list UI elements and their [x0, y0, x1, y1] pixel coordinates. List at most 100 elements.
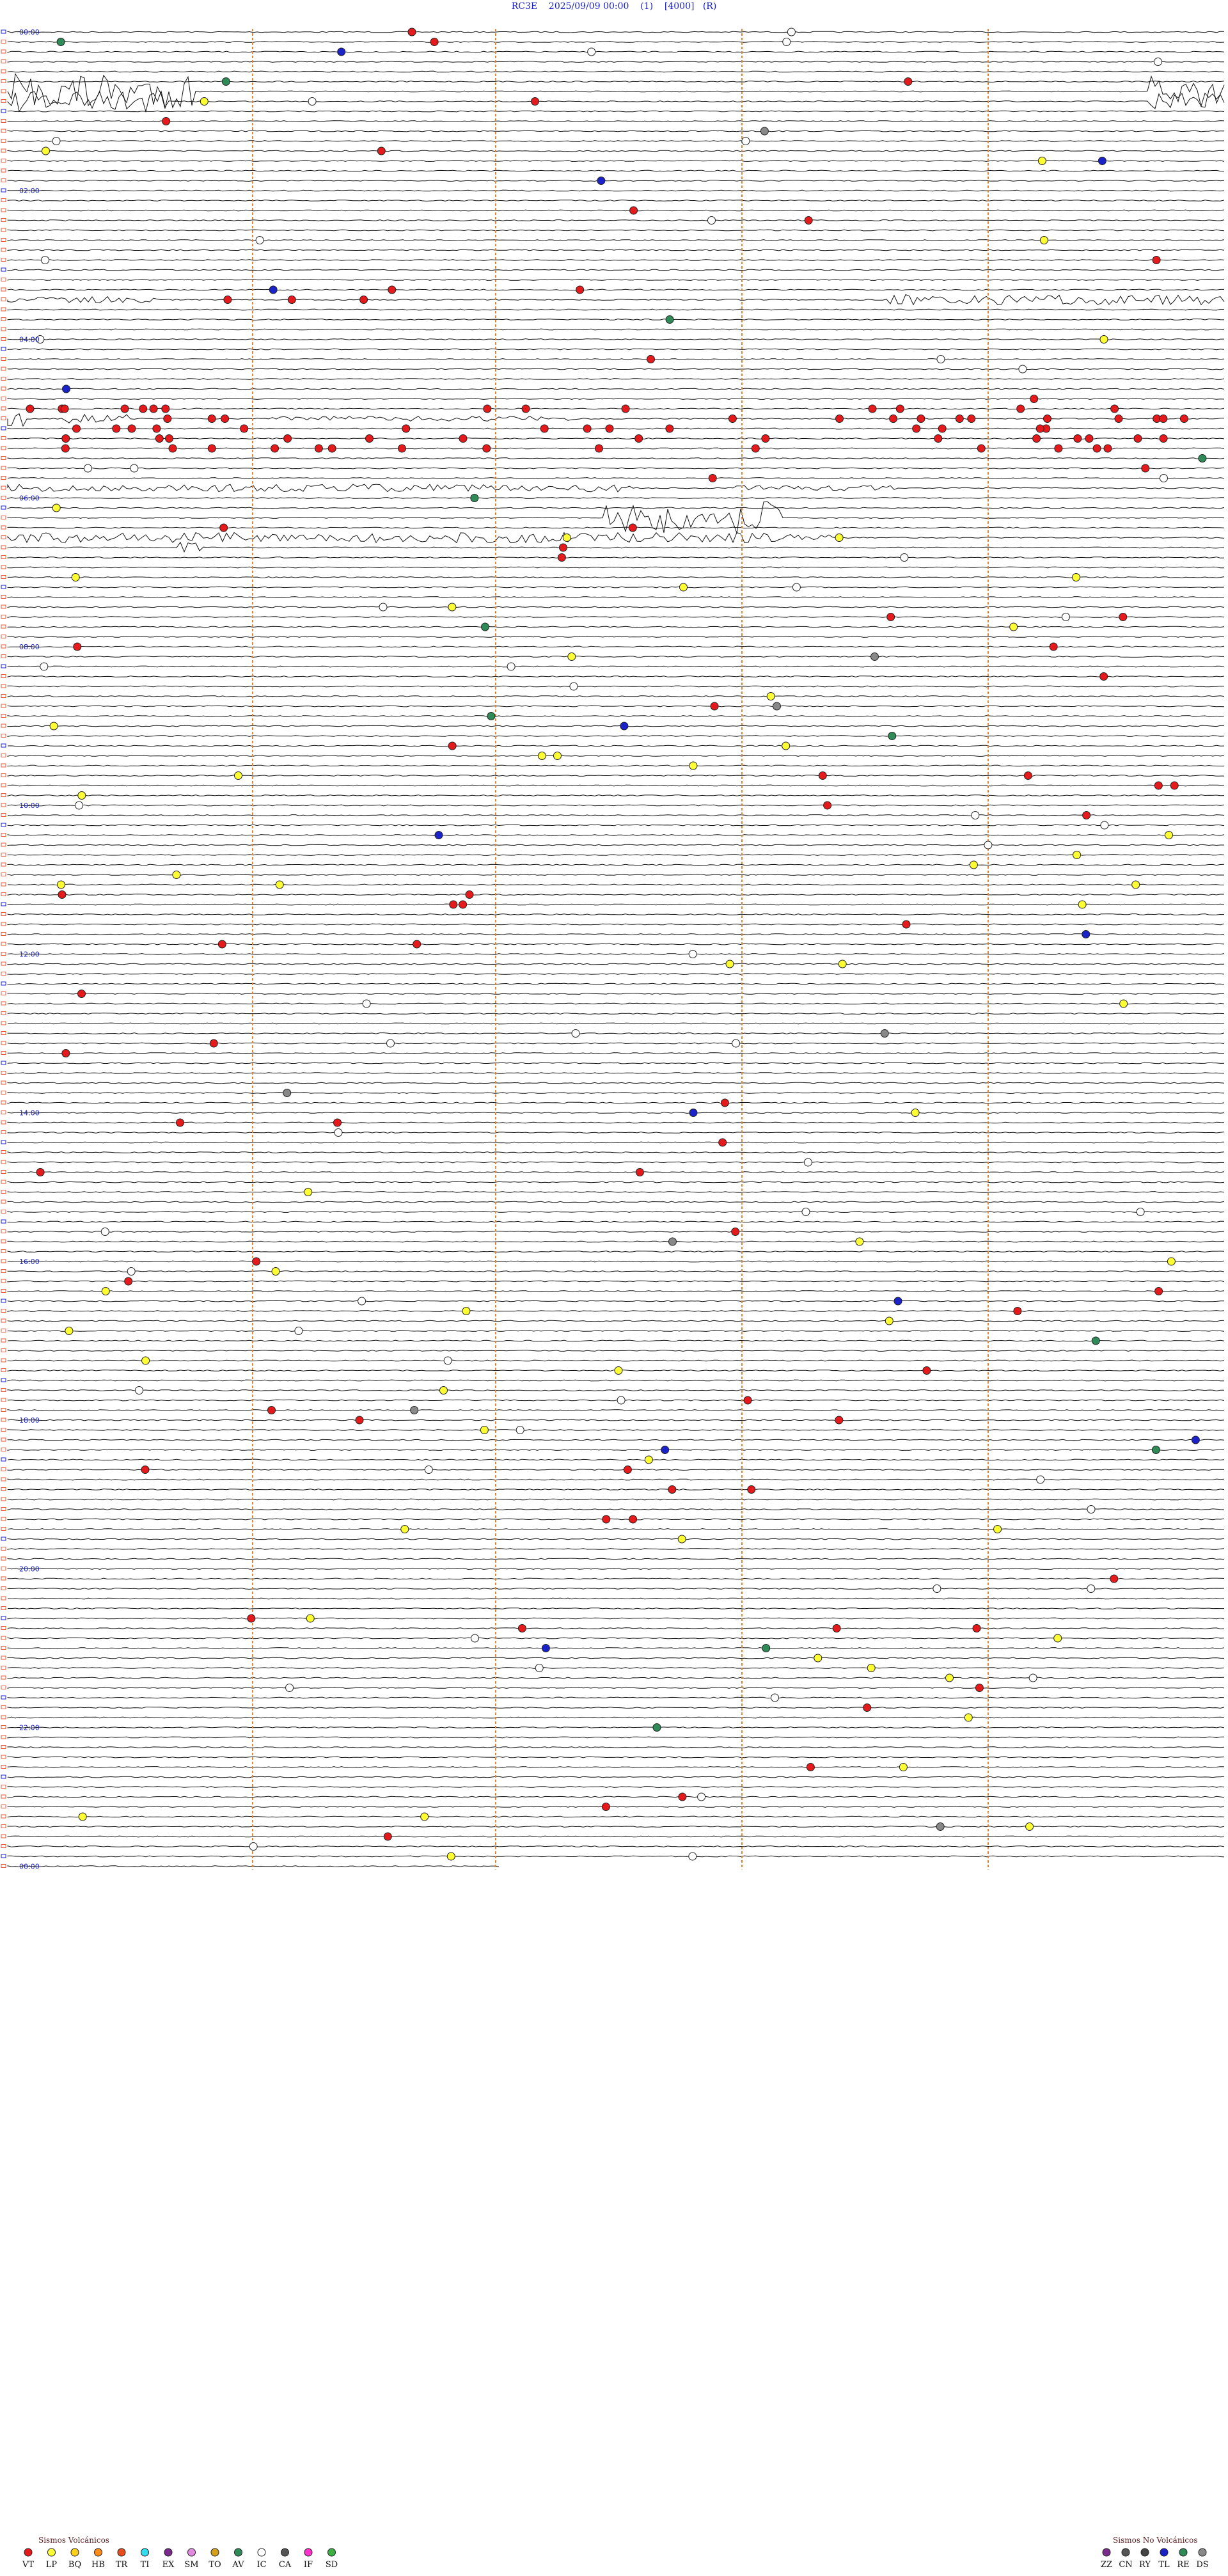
event-marker	[430, 38, 439, 46]
event-marker	[449, 900, 458, 909]
trace-row	[7, 645, 1225, 648]
event-marker	[443, 1356, 452, 1365]
row-start-marker	[1, 1467, 6, 1471]
trace-row	[7, 1201, 1225, 1203]
event-marker	[975, 1684, 984, 1692]
trace-row	[7, 894, 1225, 896]
event-marker	[75, 801, 84, 810]
event-marker	[1110, 404, 1119, 413]
trace-row	[7, 160, 1225, 162]
event-marker	[127, 1267, 136, 1276]
event-marker	[889, 415, 898, 423]
row-start-marker	[1, 1517, 6, 1521]
trace-row	[7, 1478, 1225, 1481]
trace-row	[7, 814, 1225, 816]
event-marker	[955, 415, 964, 423]
trace-row	[7, 1370, 1225, 1371]
trace-row	[7, 407, 1225, 410]
event-marker	[1110, 1574, 1119, 1583]
trace-row	[7, 973, 1225, 975]
trace-row	[7, 338, 1224, 340]
trace-row	[7, 358, 1225, 360]
row-start-marker	[1, 1120, 6, 1125]
event-marker	[689, 761, 698, 770]
trace-row	[7, 209, 1225, 212]
event-marker	[124, 1277, 133, 1286]
trace-row	[7, 1469, 1225, 1471]
row-start-marker	[1, 1636, 6, 1640]
event-marker	[207, 415, 216, 423]
event-marker	[1154, 58, 1162, 66]
row-start-marker	[1, 1725, 6, 1729]
hour-label: 16:00	[19, 1258, 40, 1266]
event-marker	[1133, 434, 1142, 443]
row-start-marker	[1, 1269, 6, 1273]
row-start-marker	[1, 961, 6, 966]
event-marker	[221, 77, 230, 86]
row-start-marker	[1, 1606, 6, 1610]
event-marker	[635, 1168, 644, 1176]
event-marker	[209, 1039, 218, 1048]
trace-row	[7, 1627, 1225, 1629]
event-marker	[893, 1297, 902, 1306]
event-marker	[787, 28, 796, 36]
event-marker	[362, 999, 371, 1008]
trace-row	[7, 81, 1225, 83]
row-start-marker	[1, 1329, 6, 1332]
event-marker	[287, 296, 296, 304]
row-start-marker	[1, 406, 6, 411]
row-start-marker	[1, 932, 6, 936]
row-start-marker	[1, 555, 6, 559]
trace-row	[7, 1102, 1225, 1104]
event-marker	[967, 415, 976, 423]
trace-row	[7, 1458, 1225, 1461]
event-marker	[1141, 464, 1150, 473]
event-marker	[462, 1307, 471, 1315]
trace-row	[7, 1776, 1225, 1778]
event-marker	[771, 1693, 779, 1702]
row-start-marker	[1, 258, 6, 262]
row-start-marker	[1, 317, 6, 321]
row-start-marker	[1, 1527, 6, 1531]
row-start-marker	[1, 1834, 6, 1838]
event-marker	[720, 1098, 729, 1107]
event-marker	[1043, 415, 1051, 423]
event-marker	[306, 1614, 315, 1623]
event-marker	[679, 583, 688, 592]
row-start-marker	[1, 1061, 6, 1065]
event-marker	[964, 1713, 973, 1722]
trace-row	[7, 532, 1225, 544]
event-marker	[933, 1584, 941, 1593]
event-marker	[162, 117, 171, 125]
legend-label-ca: CA	[279, 2560, 292, 2570]
event-legend: Sismos Volcánicos VT LP BQ HB TR TI EX SM TO AV IC C…	[22, 2536, 1209, 2570]
event-marker	[1078, 900, 1087, 909]
event-marker	[470, 494, 479, 502]
trace-row	[7, 388, 1225, 390]
row-start-marker	[1, 347, 6, 351]
event-marker	[1159, 434, 1168, 443]
trace-row	[7, 279, 1225, 281]
row-start-marker	[1, 1239, 6, 1244]
row-start-marker	[1, 416, 6, 420]
event-marker	[760, 127, 769, 136]
row-start-marker	[1, 853, 6, 857]
legend-label-ti: TI	[141, 2560, 150, 2570]
event-marker	[308, 97, 317, 106]
event-marker	[52, 137, 61, 145]
trace-row	[7, 586, 1225, 589]
row-start-marker	[1, 743, 6, 748]
event-marker	[569, 682, 578, 691]
trace-row	[7, 1528, 1225, 1530]
trace-row	[7, 883, 1224, 886]
trace-row	[7, 755, 1225, 757]
event-marker	[77, 791, 86, 800]
event-marker	[761, 434, 770, 443]
event-marker	[398, 444, 406, 453]
trace-row	[7, 1845, 1225, 1847]
event-marker	[1091, 1336, 1100, 1345]
header-scale: [4000]	[664, 1, 695, 12]
event-marker	[1049, 642, 1058, 651]
row-start-marker	[1, 89, 6, 93]
event-marker	[1073, 434, 1082, 443]
